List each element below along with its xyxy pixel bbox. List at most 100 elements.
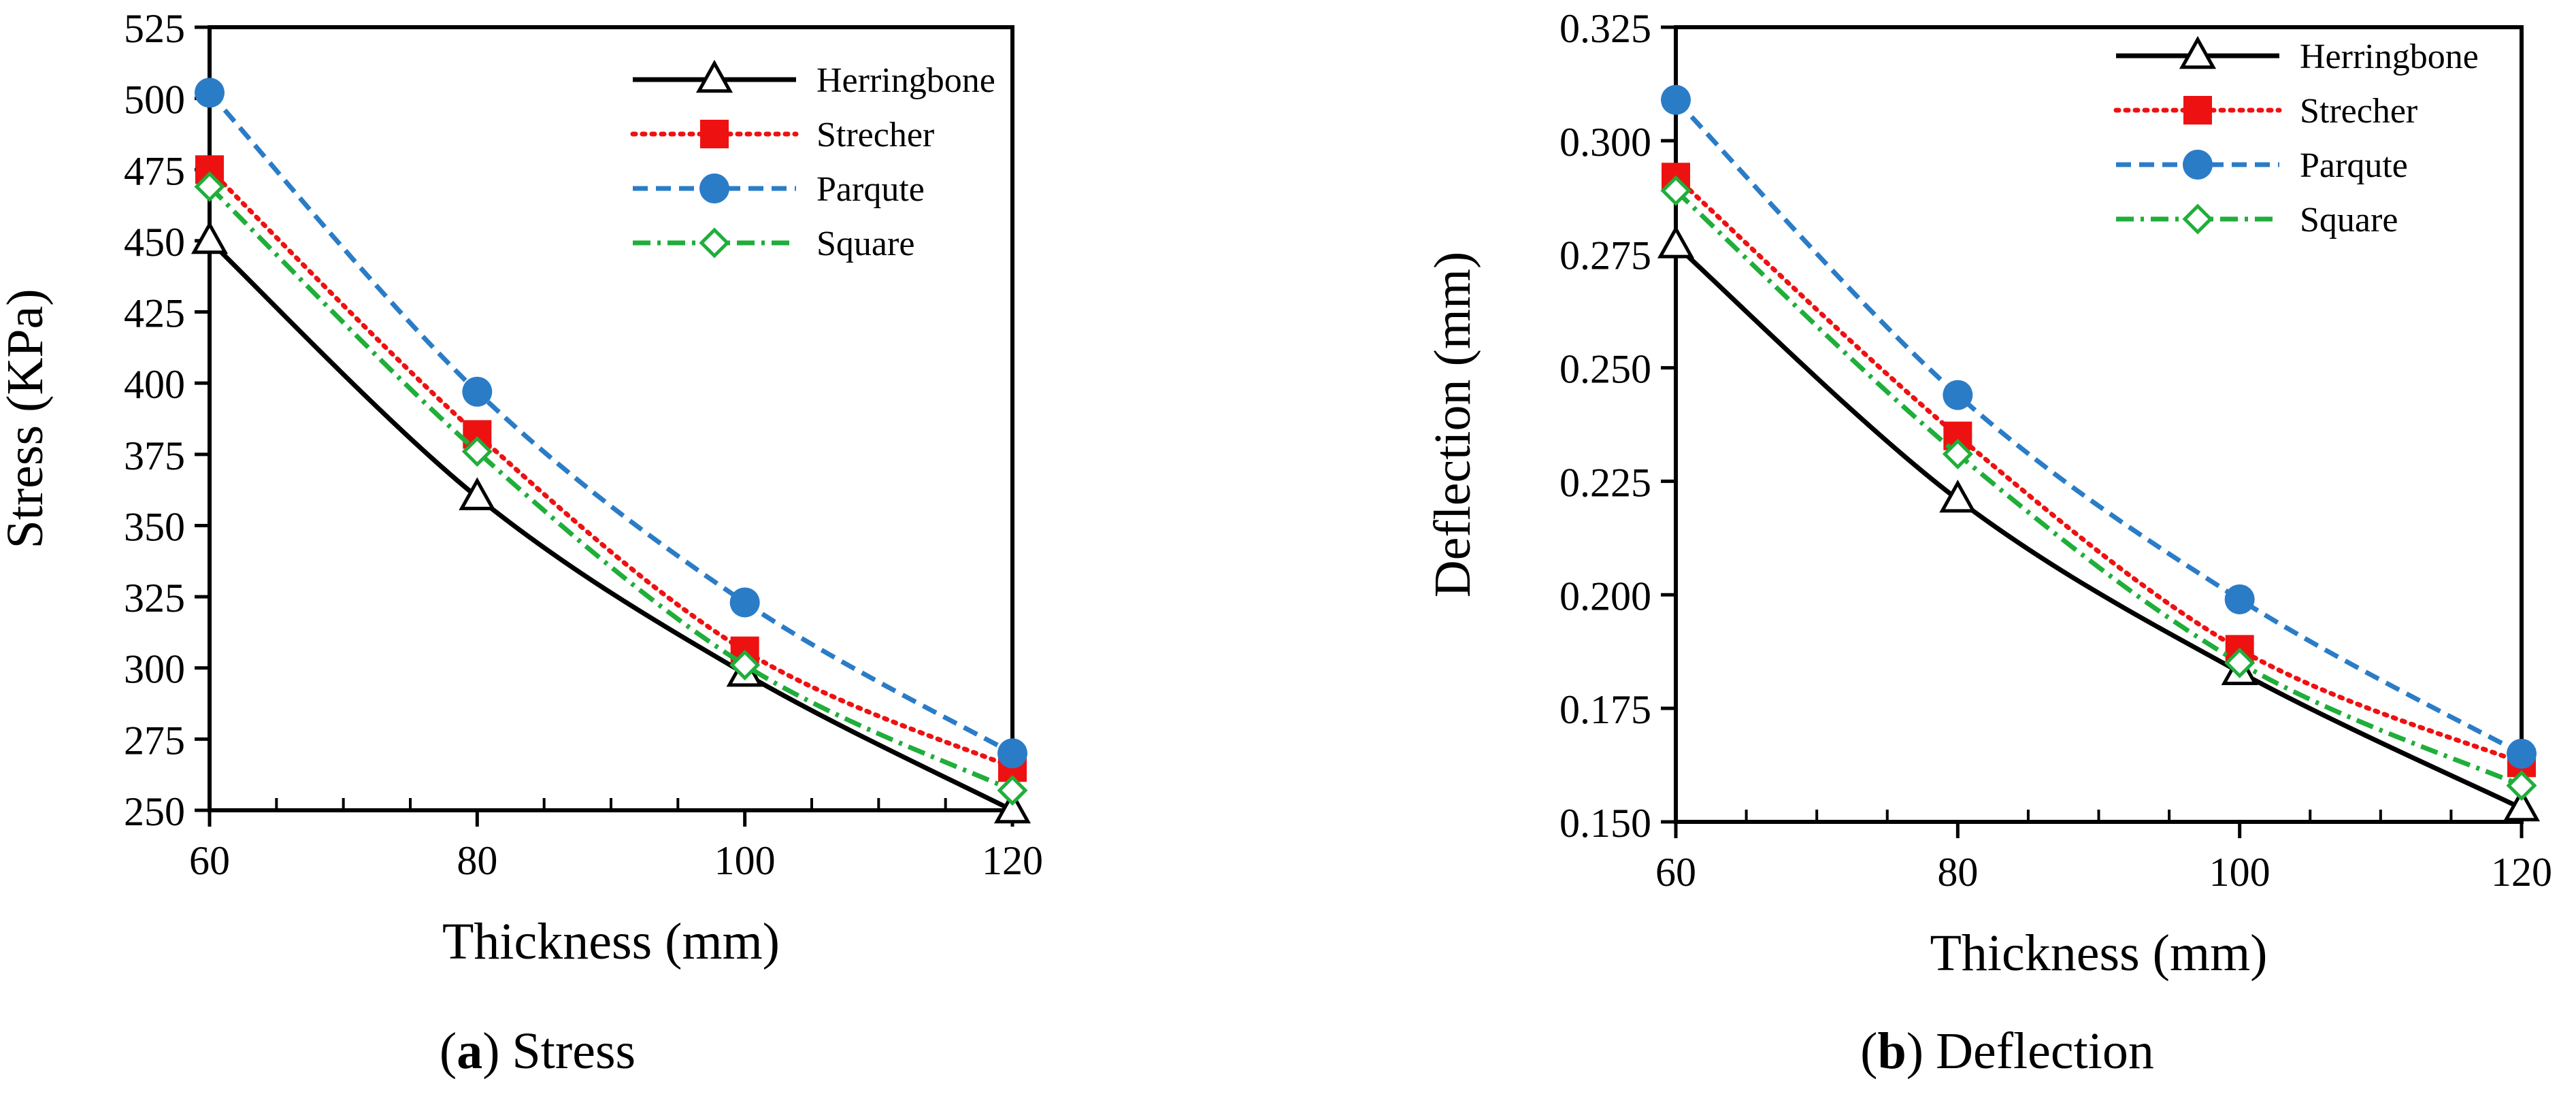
chart-panel-b: 0.150 0.175 0.200 0.225 0.250 0.275 0.300 0.325… — [1424, 6, 2552, 1080]
series-line-parqute — [208, 90, 1014, 756]
caption-paren-open: ( — [1860, 1023, 1877, 1080]
y-tick-label: 475 — [124, 148, 185, 193]
caption-text: Deflection — [1936, 1023, 2154, 1080]
panel-caption: (b) Deflection — [1860, 1023, 2154, 1080]
series-line-herringbone — [1674, 243, 2523, 811]
series-square — [1660, 175, 2537, 801]
y-tick-label: 425 — [124, 291, 185, 336]
data-point-herringbone — [191, 220, 229, 254]
x-tick-label: 100 — [714, 838, 776, 883]
y-tick-label: 0.150 — [1559, 801, 1651, 846]
series-line-strecher — [1673, 174, 2524, 765]
series-strecher — [1662, 163, 2536, 778]
y-tick-label: 400 — [124, 362, 185, 407]
legend-marker-square — [2182, 203, 2213, 235]
x-axis-title: Thickness (mm) — [1930, 925, 2267, 982]
y-tick-label: 0.225 — [1559, 460, 1651, 505]
caption-paren-close: ) — [1906, 1023, 1923, 1080]
data-point-square — [729, 650, 761, 681]
series-line-herringbone — [208, 239, 1014, 813]
data-point-herringbone — [993, 790, 1031, 824]
y-axis-title: Stress (KPa) — [0, 288, 54, 548]
data-point-square — [2224, 647, 2256, 678]
series-line-square — [1674, 188, 2523, 788]
data-point-herringbone — [459, 477, 496, 510]
caption-paren-open: ( — [440, 1023, 457, 1080]
chart-panel-a: 250 275 300 325 350 375 400 425 450 475 500 525 60 80… — [0, 6, 1043, 1080]
x-tick-label: 80 — [457, 838, 497, 883]
legend-label-square: Square — [2300, 201, 2398, 239]
data-point-parqute — [729, 587, 760, 618]
y-tick-label: 250 — [124, 789, 185, 834]
series-line-strecher — [207, 167, 1015, 770]
x-tick-label: 60 — [189, 838, 230, 883]
y-tick-label: 300 — [124, 647, 185, 692]
data-point-parqute — [195, 78, 225, 108]
data-point-herringbone — [1657, 225, 1695, 259]
y-tick-label: 450 — [124, 220, 185, 265]
data-point-parqute — [2507, 738, 2537, 769]
legend-label-herringbone: Herringbone — [2300, 37, 2479, 76]
series-herringbone — [191, 220, 1031, 824]
y-tick-label: 325 — [124, 576, 185, 620]
series-parqute — [1661, 84, 2537, 769]
caption-text: Stress — [512, 1023, 636, 1080]
caption-paren-close: ) — [482, 1023, 499, 1080]
caption-letter: b — [1877, 1023, 1906, 1080]
y-tick-label: 0.175 — [1559, 687, 1651, 732]
legend-label-herringbone: Herringbone — [816, 61, 995, 100]
legend-marker-parqute — [699, 173, 729, 203]
data-point-parqute — [462, 376, 493, 407]
y-tick-label: 500 — [124, 78, 185, 122]
panel-caption: (a) Stress — [440, 1023, 635, 1080]
y-tick-label: 525 — [124, 6, 185, 51]
data-point-parqute — [1661, 84, 1691, 115]
legend-label-strecher: Strecher — [2300, 92, 2417, 131]
legend-label-strecher: Strecher — [816, 116, 934, 154]
legend-marker-parqute — [2183, 150, 2213, 180]
caption-letter: a — [457, 1023, 482, 1080]
legend-marker-strecher — [2183, 96, 2212, 125]
x-axis-title: Thickness (mm) — [442, 913, 780, 970]
legend-label-parqute: Parqute — [2300, 146, 2408, 185]
data-point-parqute — [1943, 380, 1973, 410]
y-tick-label: 275 — [124, 718, 185, 763]
x-tick-label: 80 — [1937, 850, 1978, 895]
data-point-herringbone — [2503, 788, 2541, 822]
data-point-parqute — [997, 738, 1027, 769]
legend-label-square: Square — [816, 225, 914, 263]
legend-label-parqute: Parqute — [816, 170, 925, 209]
x-tick-label: 120 — [2491, 850, 2552, 895]
y-tick-label: 0.250 — [1559, 347, 1651, 392]
legend-marker-herringbone — [695, 59, 733, 93]
y-axis-title: Deflection (mm) — [1424, 252, 1481, 598]
legend-marker-strecher — [700, 120, 729, 148]
data-point-herringbone — [1939, 480, 1977, 513]
data-point-parqute — [2224, 584, 2255, 614]
legend: Herringbone Strecher Parqute Square — [630, 59, 995, 263]
x-tick-label: 120 — [982, 838, 1043, 883]
series-herringbone — [1657, 225, 2541, 822]
x-tick-label: 60 — [1655, 850, 1696, 895]
data-point-square — [2506, 770, 2537, 801]
data-point-square — [194, 171, 225, 202]
data-point-square — [1942, 438, 1973, 469]
y-tick-label: 0.275 — [1559, 233, 1651, 278]
series-square — [194, 171, 1028, 806]
y-tick-label: 0.200 — [1559, 574, 1651, 618]
data-point-square — [1660, 175, 1691, 206]
y-tick-label: 0.325 — [1559, 6, 1651, 51]
data-point-square — [997, 775, 1028, 806]
y-tick-label: 0.300 — [1559, 120, 1651, 165]
series-line-square — [208, 184, 1014, 793]
series-line-parqute — [1674, 98, 2523, 756]
legend-marker-herringbone — [2179, 35, 2217, 69]
y-tick-label: 375 — [124, 433, 185, 478]
data-point-square — [461, 436, 493, 467]
y-tick-label: 350 — [124, 504, 185, 549]
legend: Herringbone Strecher Parqute Square — [2113, 35, 2479, 239]
series-parqute — [195, 78, 1027, 769]
x-tick-label: 100 — [2209, 850, 2270, 895]
legend-marker-square — [699, 227, 730, 259]
